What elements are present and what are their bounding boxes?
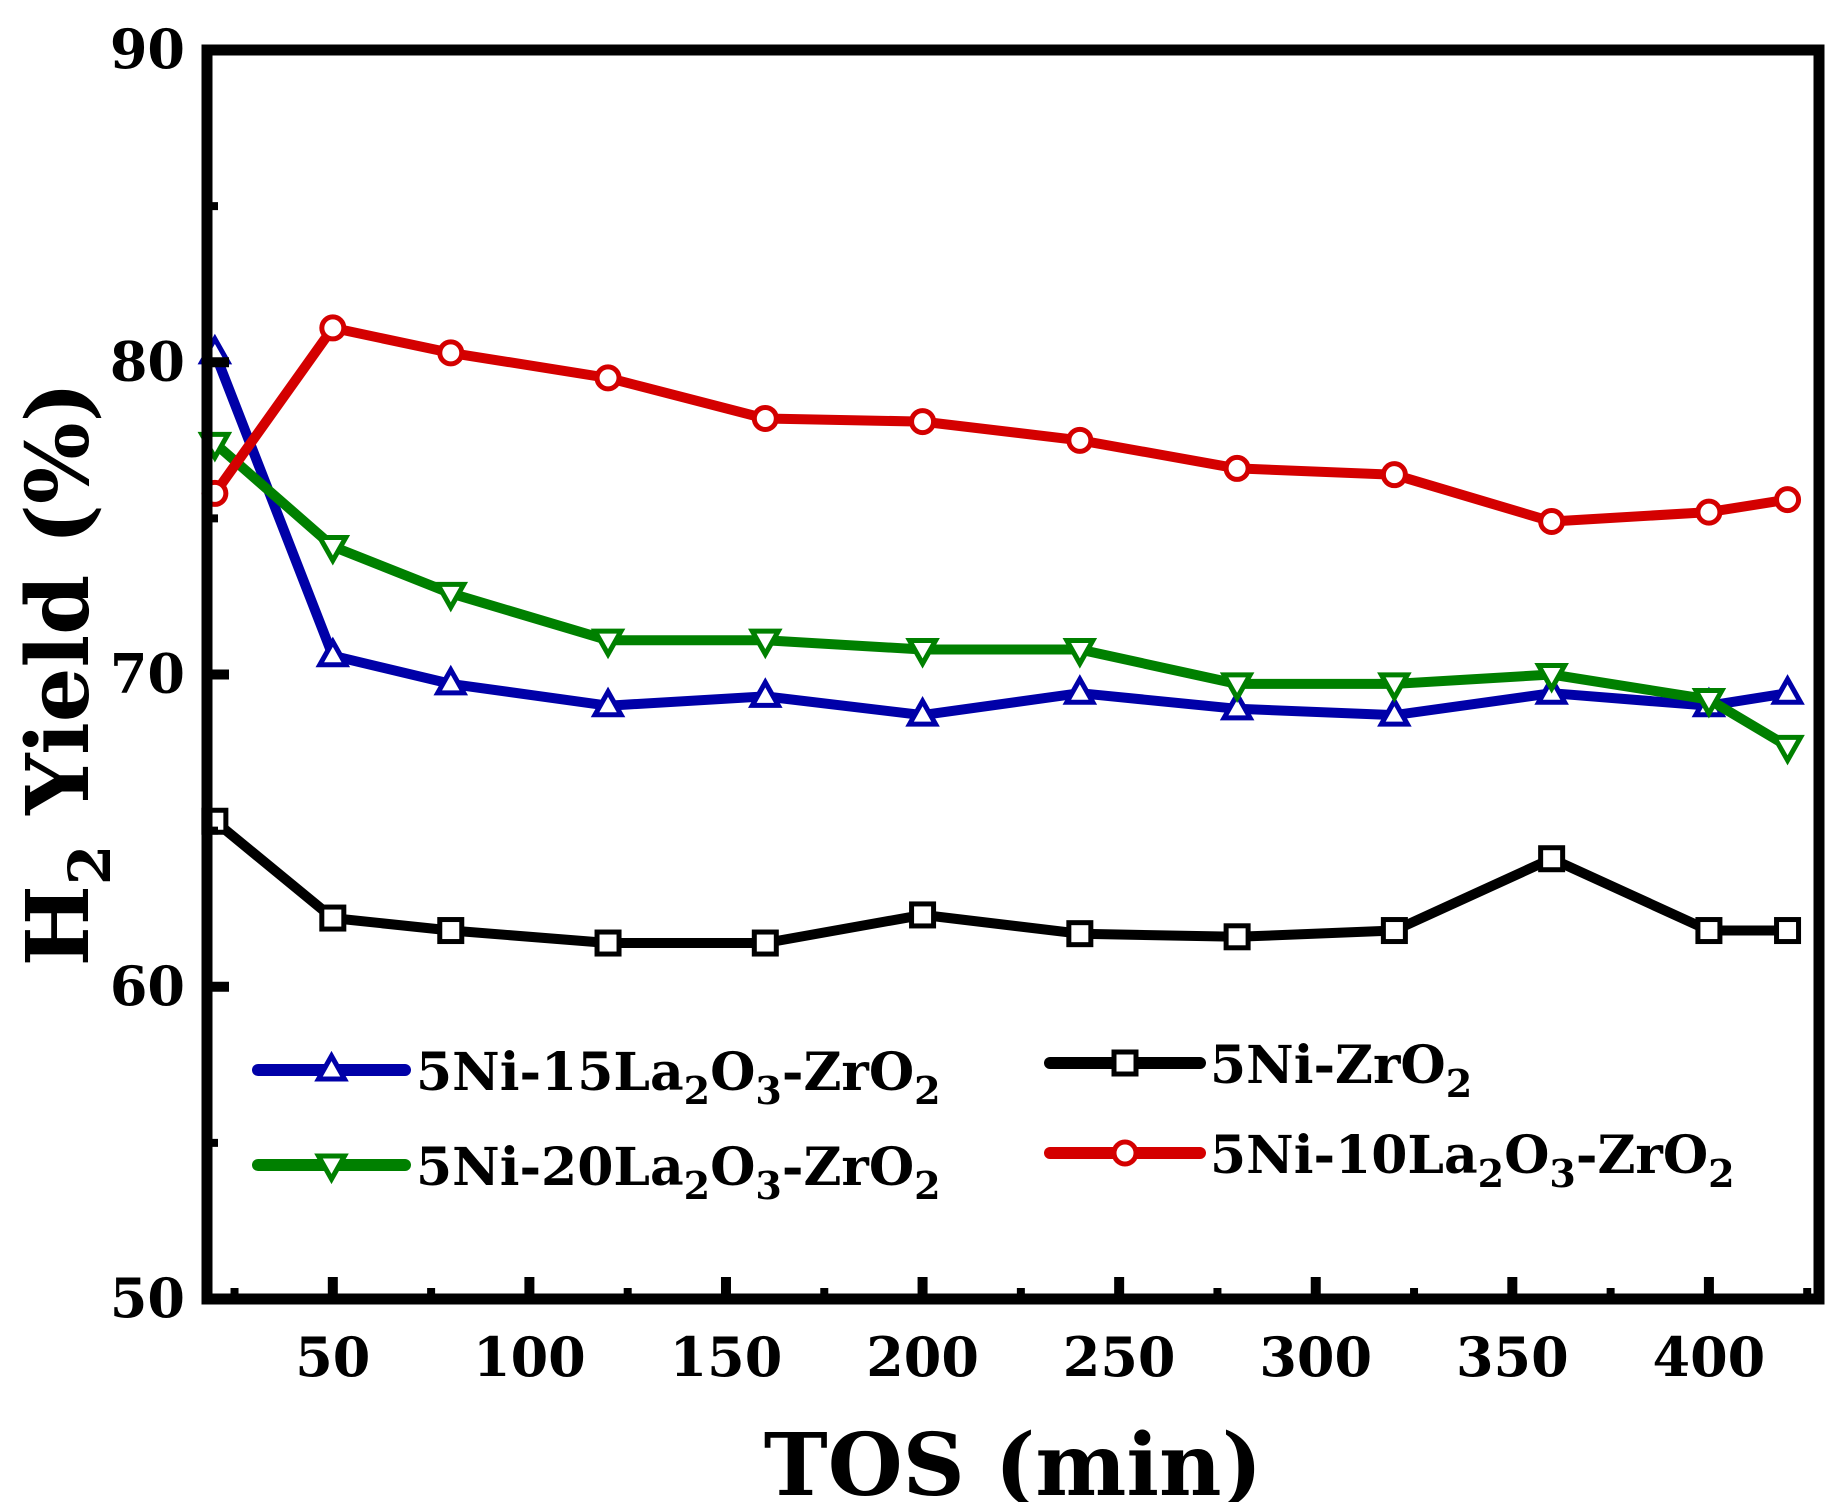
data-point (751, 929, 779, 957)
series-5Ni-ZrO2 (201, 807, 1802, 957)
series-line (209, 816, 1793, 948)
data-point (1380, 461, 1408, 489)
legend-label: 5Ni-15La2O3-ZrO2 (416, 1042, 941, 1113)
data-point (1770, 674, 1805, 705)
x-tick-label: 50 (295, 1325, 370, 1389)
y-tick-label: 50 (110, 1266, 185, 1330)
data-point (315, 636, 351, 668)
data-point (1534, 663, 1569, 694)
data-point (433, 664, 469, 696)
x-tick-label: 300 (1259, 1325, 1372, 1389)
data-point (1066, 426, 1094, 454)
data-point (437, 339, 465, 367)
legend: 5Ni-15La2O3-ZrO2 5Ni-20La2O3-ZrO2 5Ni-ZrO2… (252, 1035, 1735, 1208)
legend-entry: 5Ni-10La2O3-ZrO2 (1044, 1125, 1735, 1196)
data-point (1774, 486, 1802, 514)
data-point (590, 686, 626, 718)
legend-label: 5Ni-20La2O3-ZrO2 (416, 1137, 941, 1208)
data-point (748, 628, 783, 660)
series-line (209, 347, 1793, 721)
x-tick-label: 250 (1063, 1325, 1176, 1389)
data-point (1770, 734, 1805, 766)
data-point (1691, 687, 1727, 719)
legend-swatch-marker (314, 1050, 349, 1082)
y-tick-label: 90 (110, 17, 185, 81)
data-point (1066, 920, 1094, 948)
y-tick-label: 80 (110, 329, 185, 393)
data-point (315, 534, 351, 566)
data-point (1377, 672, 1412, 703)
legend-entry: 5Ni-ZrO2 (1044, 1035, 1472, 1106)
data-point (1695, 917, 1723, 945)
data-point (319, 314, 347, 342)
data-point (1377, 696, 1412, 727)
x-tick-label: 150 (670, 1325, 783, 1389)
legend-swatch-marker (1111, 1049, 1139, 1077)
data-point (1223, 454, 1251, 482)
tick-layer: 50 100 150 200 250 300 350 400 50 60 70 80 90 (110, 17, 1812, 1389)
data-point (1223, 923, 1251, 951)
data-point (748, 677, 783, 708)
legend-label: 5Ni-10La2O3-ZrO2 (1210, 1125, 1735, 1196)
x-tick-label: 350 (1456, 1325, 1569, 1389)
data-point (319, 904, 347, 932)
legend-label: 5Ni-ZrO2 (1210, 1035, 1472, 1106)
data-point (751, 404, 779, 432)
data-point (1380, 917, 1408, 945)
series-5Ni-10La2O3-ZrO2 (201, 314, 1802, 535)
series-5Ni-20La2O3-ZrO2 (197, 431, 1805, 766)
x-axis-title: TOS (min) (764, 1415, 1263, 1502)
data-point (437, 917, 465, 945)
data-point (594, 364, 622, 392)
data-point (1538, 845, 1566, 873)
series-layer (197, 314, 1805, 957)
data-point (594, 929, 622, 957)
data-point (905, 696, 940, 727)
data-point (1538, 507, 1566, 535)
y-tick-label: 60 (110, 954, 185, 1018)
data-point (1062, 674, 1098, 705)
legend-entry: 5Ni-15La2O3-ZrO2 (252, 1042, 941, 1113)
x-tick-label: 100 (473, 1325, 586, 1389)
data-point (1695, 498, 1723, 526)
data-point (1774, 917, 1802, 945)
y-axis-title: H2 Yield (%) (8, 382, 124, 967)
data-point (590, 628, 626, 660)
data-point (1062, 638, 1098, 669)
data-point (905, 638, 940, 669)
legend-entry: 5Ni-20La2O3-ZrO2 (252, 1137, 941, 1208)
series-line (209, 438, 1793, 752)
data-point (1219, 689, 1255, 721)
series-line (209, 322, 1793, 527)
data-point (433, 581, 469, 613)
data-point (909, 901, 937, 929)
legend-swatch-marker (314, 1153, 349, 1185)
y-tick-label: 70 (110, 642, 185, 706)
x-tick-label: 200 (866, 1325, 979, 1389)
x-tick-label: 400 (1653, 1325, 1766, 1389)
data-point (909, 408, 937, 436)
data-point (1219, 672, 1255, 703)
legend-swatch-marker (1111, 1139, 1139, 1167)
